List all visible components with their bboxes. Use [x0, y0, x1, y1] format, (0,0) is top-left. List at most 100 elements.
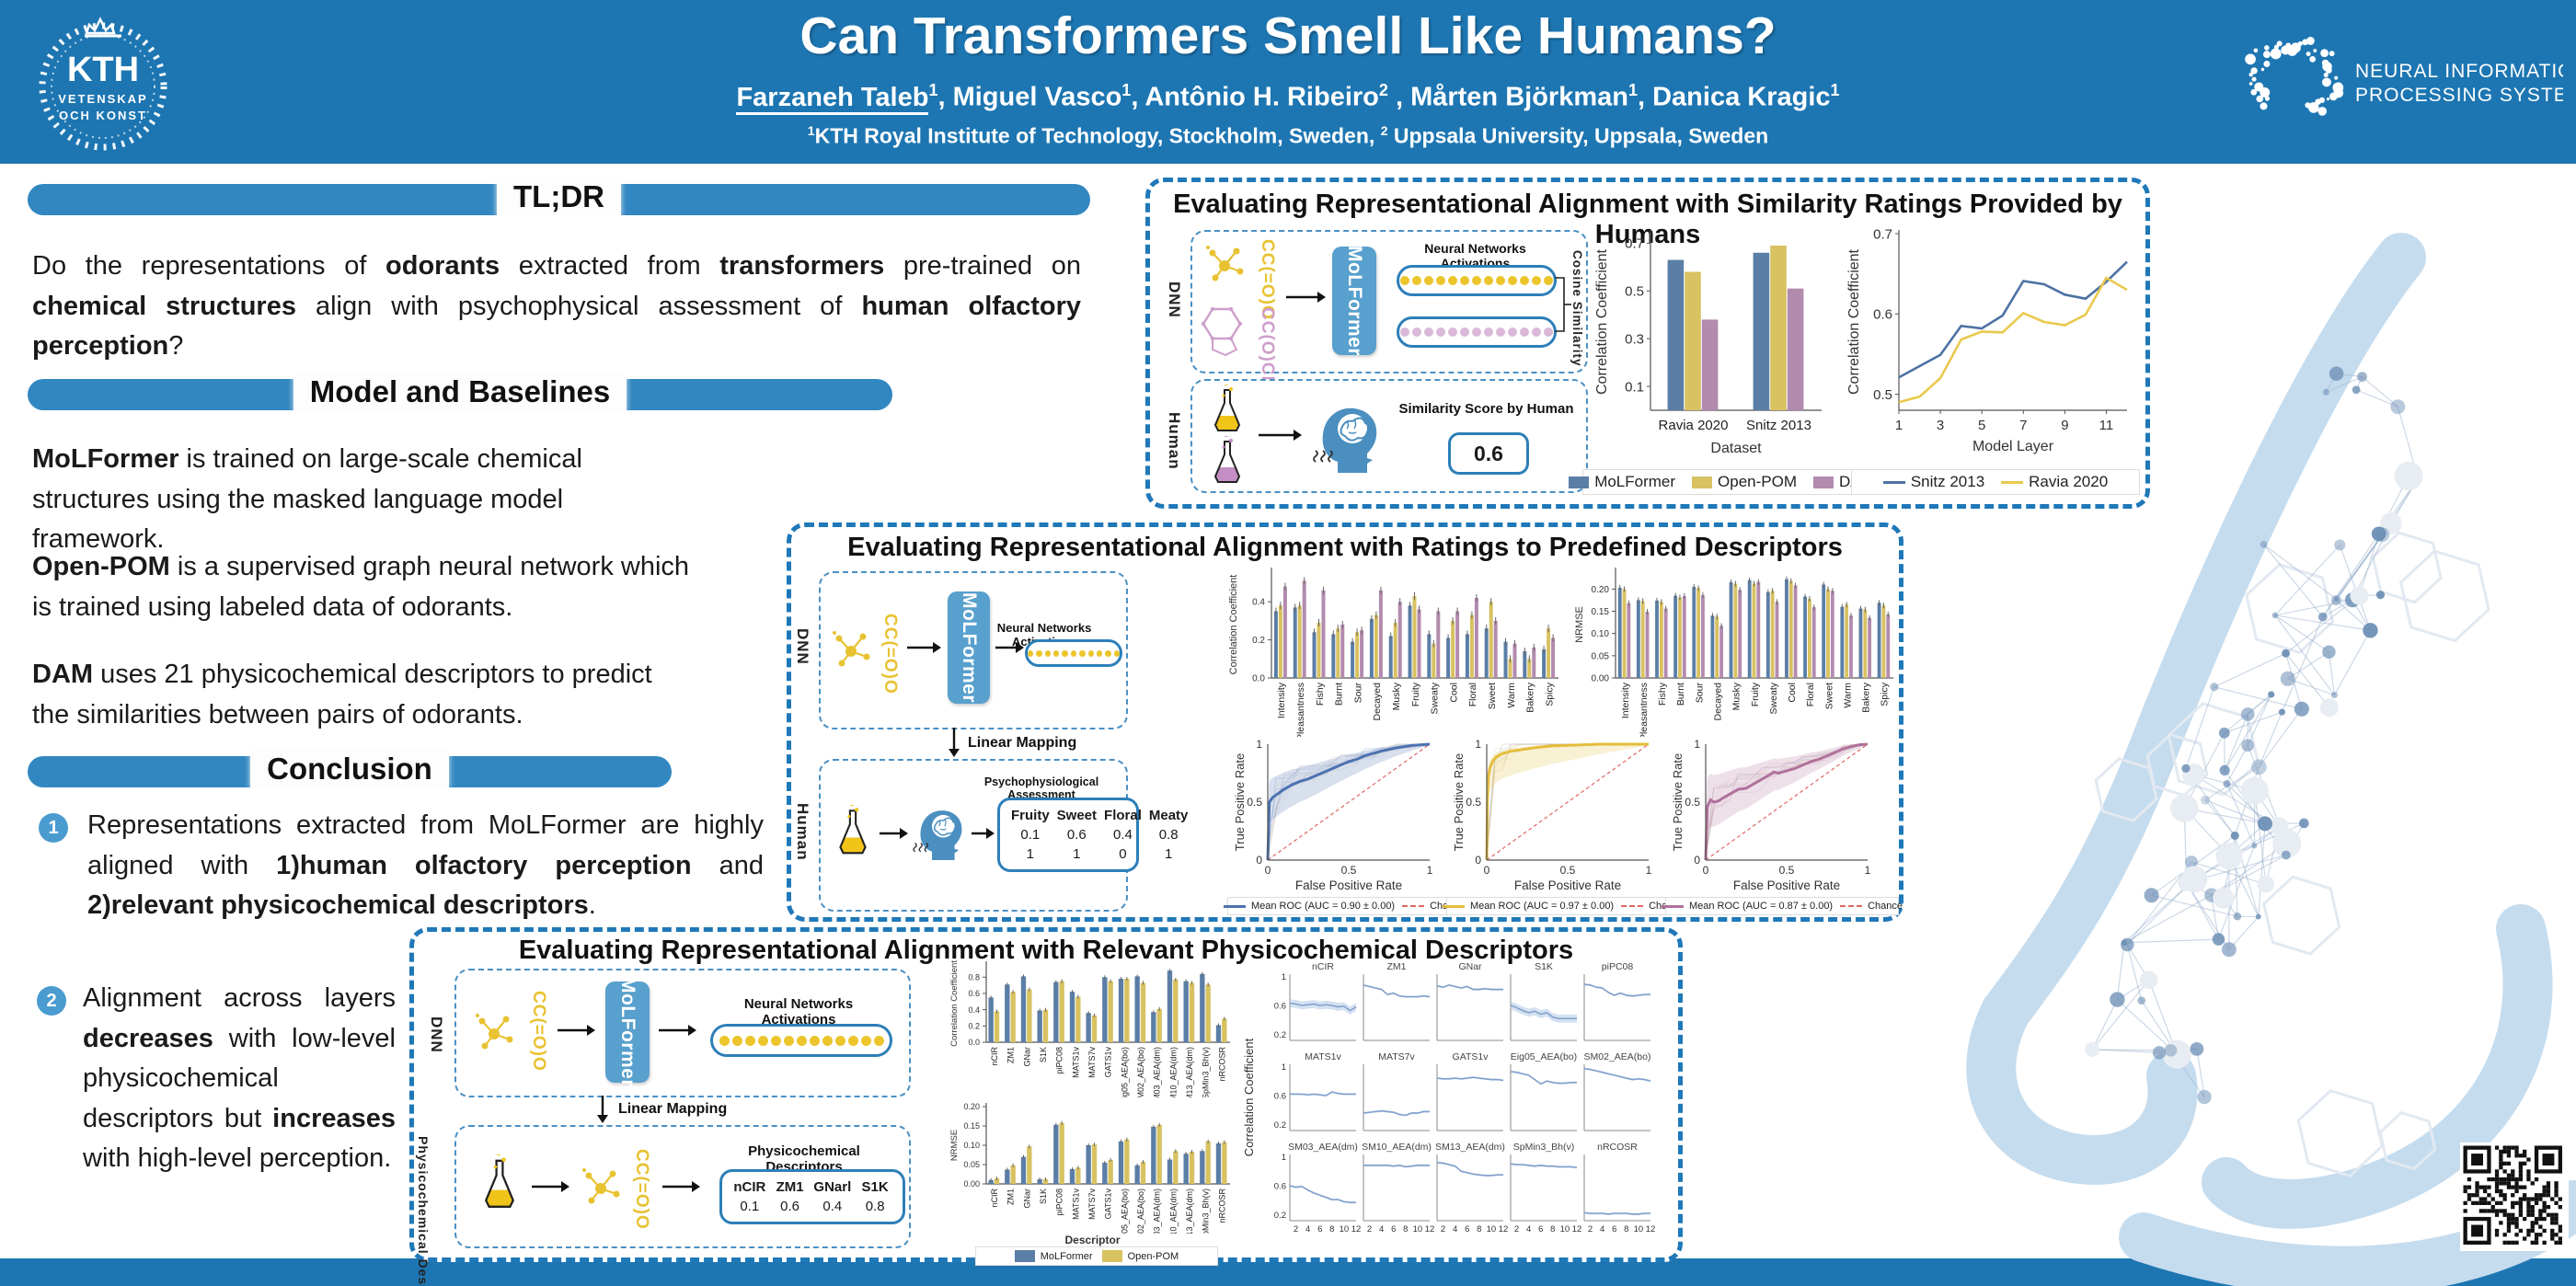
svg-text:7: 7: [2019, 418, 2027, 433]
svg-text:8: 8: [1329, 1224, 1334, 1234]
svg-text:Correlation Coefficient: Correlation Coefficient: [1228, 575, 1239, 675]
panel1-dnn-box: CC(=O)O CC(O)CN MoLFormer Neural Network…: [1190, 230, 1588, 389]
svg-text:6: 6: [1538, 1224, 1543, 1234]
svg-text:0.3: 0.3: [1625, 331, 1644, 347]
svg-text:2: 2: [1294, 1224, 1298, 1234]
panel2-dnn-box: CC(=O)O MoLFormer Neural Networks Activa…: [819, 571, 1128, 729]
panel3-physico-box: CC(=O)O Physicochemical Descriptors nCIR…: [454, 1125, 911, 1248]
svg-text:10: 10: [1634, 1224, 1644, 1234]
tldr-heading: TL;DR: [28, 178, 1090, 216]
cosine-similarity-label: Cosine Similarity: [1570, 250, 1584, 367]
svg-text:5: 5: [1978, 418, 1985, 433]
svg-text:piPC08: piPC08: [1055, 1188, 1064, 1216]
svg-text:0.10: 0.10: [963, 1141, 980, 1150]
svg-text:12: 12: [1351, 1224, 1362, 1234]
dataset-correlation-bar-chart: 0.1 0.3 0.5 0.7 Correlation Coefficient Ravia…: [1594, 230, 1822, 456]
descriptor-xlabel: Descriptor: [1064, 1234, 1121, 1246]
molformer-block: MoLFormer: [605, 977, 650, 1087]
svg-text:3: 3: [1937, 418, 1944, 433]
svg-text:MATS1v: MATS1v: [1071, 1188, 1080, 1220]
svg-text:Spicy: Spicy: [1880, 682, 1891, 706]
panel2-title: Evaluating Representational Alignment wi…: [847, 533, 1843, 562]
svg-text:8: 8: [1624, 1224, 1628, 1234]
arrow-icon: [972, 828, 995, 839]
svg-text:0.6: 0.6: [968, 989, 980, 998]
bracket-icon: [1555, 277, 1571, 332]
svg-text:1: 1: [1475, 739, 1481, 751]
svg-text:nRCOSR: nRCOSR: [1217, 1188, 1226, 1223]
panel-physicochemical-descriptors: Evaluating Representational Alignment wi…: [409, 927, 1683, 1286]
svg-text:0.05: 0.05: [1592, 651, 1610, 661]
svg-text:Model Layer: Model Layer: [1972, 439, 2054, 454]
svg-text:1: 1: [1694, 739, 1700, 751]
roc-chart-openpom: 00 0.5 0.5 1 1 True Positive Rate False Positi…: [1452, 739, 1652, 892]
similarity-score-value: 0.6: [1448, 432, 1529, 475]
svg-text:MATS1v: MATS1v: [1071, 1047, 1080, 1078]
svg-text:0: 0: [1694, 854, 1700, 867]
svg-text:GATS1v: GATS1v: [1453, 1051, 1489, 1062]
human-head-brain-icon: [1313, 408, 1377, 473]
panel1-human-box: Similarity Score by Human 0.6: [1190, 379, 1588, 493]
svg-text:Intensity: Intensity: [1276, 682, 1287, 718]
svg-text:Decayed: Decayed: [1372, 683, 1383, 721]
panel2-dnn-label: DNN: [794, 628, 811, 665]
svg-text:12: 12: [1646, 1224, 1656, 1234]
model-section-bar: Model and Baselines: [28, 373, 892, 411]
svg-text:SM02_AEA(bo): SM02_AEA(bo): [1136, 1188, 1145, 1234]
svg-text:0.10: 0.10: [1592, 629, 1610, 639]
panel1-dnn-label: DNN: [1166, 281, 1183, 318]
nose-molecule-decoration: [1966, 233, 2576, 1286]
svg-text:0.1: 0.1: [1625, 379, 1644, 395]
svg-text:Correlation Coefficient: Correlation Coefficient: [1594, 248, 1610, 395]
svg-text:0.20: 0.20: [963, 1102, 980, 1111]
molecule-icon: [476, 1014, 513, 1050]
svg-text:0.2: 0.2: [968, 1021, 980, 1030]
svg-text:0.6: 0.6: [1274, 1092, 1286, 1102]
tldr-paragraph: Do the representations of odorants extra…: [32, 251, 1081, 361]
svg-text:1: 1: [1895, 418, 1903, 433]
svg-text:1: 1: [1646, 864, 1652, 877]
down-arrow-icon: [597, 1096, 608, 1123]
flask-yellow-icon: [839, 805, 867, 855]
svg-text:0.5: 0.5: [1466, 796, 1481, 809]
svg-text:False Positive Rate: False Positive Rate: [1733, 878, 1840, 892]
activation-vector-yellow: [1397, 265, 1557, 296]
svg-text:0.6: 0.6: [1274, 1182, 1286, 1192]
svg-text:SM13_AEA(dm): SM13_AEA(dm): [1185, 1188, 1194, 1234]
svg-text:12: 12: [1425, 1224, 1435, 1234]
svg-text:GATS1v: GATS1v: [1104, 1188, 1113, 1220]
physico-table: nCIR ZM1 GNarl S1K 0.1 0.6 0.4 0.8: [719, 1169, 905, 1224]
svg-text:Cool: Cool: [1448, 683, 1459, 703]
svg-text:0.2: 0.2: [1274, 1211, 1286, 1221]
svg-text:10: 10: [1413, 1224, 1423, 1234]
svg-text:SM03_AEA(dm): SM03_AEA(dm): [1153, 1047, 1162, 1097]
svg-text:2: 2: [1441, 1224, 1445, 1234]
svg-text:Eig05_AEA(bo): Eig05_AEA(bo): [1511, 1051, 1577, 1062]
svg-text:0.5: 0.5: [1341, 864, 1357, 877]
svg-text:0.0: 0.0: [968, 1038, 980, 1047]
descriptor-nrmse-bar-chart: 0.00 0.05 0.10 0.15 0.20 NRMSE Intensity Pleasa…: [1574, 568, 1893, 737]
svg-text:Fruity: Fruity: [1410, 682, 1421, 706]
svg-text:S1K: S1K: [1039, 1188, 1048, 1204]
human-head-brain-icon: [913, 810, 962, 860]
svg-text:8: 8: [1477, 1224, 1481, 1234]
arrow-icon: [659, 1025, 696, 1036]
svg-text:0.5: 0.5: [1873, 387, 1892, 403]
molecule-ring-icon: [1201, 306, 1243, 357]
svg-text:0.4: 0.4: [968, 1005, 980, 1015]
molformer-block: MoLFormer: [1332, 246, 1376, 356]
arrow-icon: [662, 1181, 700, 1192]
svg-text:ZM1: ZM1: [1387, 961, 1407, 972]
flask-pink-icon: [1213, 436, 1241, 483]
svg-text:Pleasantness: Pleasantness: [1295, 683, 1306, 737]
layer-correlation-line-chart: 0.5 0.6 0.7 1 3 5 7 9 11 Correlation Coefficient M…: [1846, 226, 2128, 454]
svg-text:0.05: 0.05: [963, 1160, 980, 1169]
svg-text:0.8: 0.8: [968, 972, 980, 982]
svg-text:Musky: Musky: [1731, 682, 1742, 710]
conclusion-1-text: Representations extracted from MoLFormer…: [87, 810, 764, 920]
svg-text:2: 2: [1514, 1224, 1519, 1234]
svg-text:4: 4: [1379, 1224, 1384, 1234]
panel1-human-label: Human: [1166, 412, 1183, 470]
panel2-human-box: Psychophysiological Assessment Fruity Swe…: [819, 759, 1188, 912]
